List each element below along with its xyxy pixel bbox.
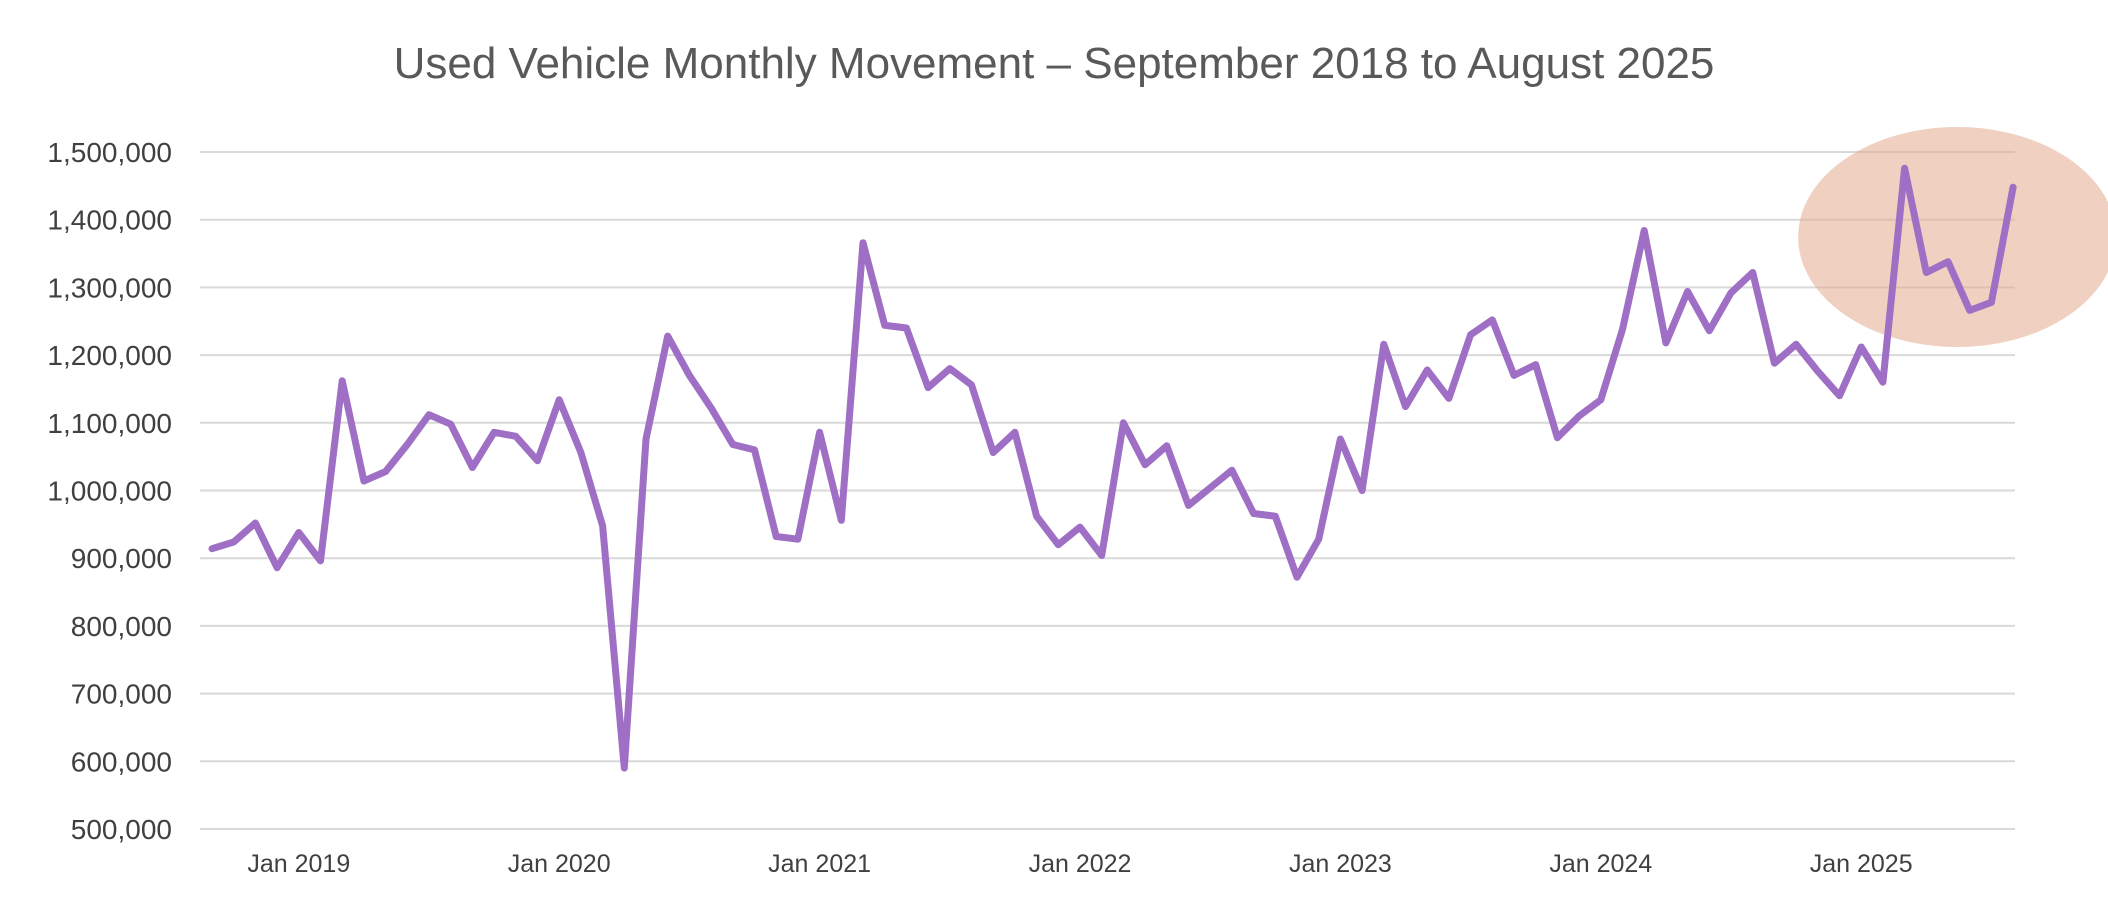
y-tick-label: 600,000 bbox=[71, 746, 172, 777]
chart-title: Used Vehicle Monthly Movement – Septembe… bbox=[394, 39, 1715, 88]
y-tick-label: 1,200,000 bbox=[47, 340, 172, 371]
x-tick-label: Jan 2019 bbox=[247, 850, 350, 878]
series-layer bbox=[208, 164, 2017, 772]
series-line bbox=[208, 164, 2017, 772]
y-tick-label: 800,000 bbox=[71, 611, 172, 642]
y-tick-label: 700,000 bbox=[71, 679, 172, 710]
y-tick-label: 1,000,000 bbox=[47, 476, 172, 507]
y-tick-label: 1,400,000 bbox=[47, 205, 172, 236]
y-tick-label: 900,000 bbox=[71, 543, 172, 574]
x-tick-label: Jan 2022 bbox=[1029, 850, 1132, 878]
gridlines bbox=[200, 151, 2015, 830]
x-tick-label: Jan 2025 bbox=[1810, 850, 1913, 878]
x-tick-label: Jan 2024 bbox=[1549, 850, 1652, 878]
x-tick-label: Jan 2020 bbox=[508, 850, 611, 878]
x-axis: Jan 2019 Jan 2020 Jan 2021 Jan 2022 Jan 2023… bbox=[247, 850, 1912, 878]
x-tick-label: Jan 2021 bbox=[768, 850, 871, 878]
highlight-layer bbox=[1798, 127, 2108, 347]
y-axis: 500,000 600,000 700,000 800,000 900,000 1,000… bbox=[47, 137, 172, 845]
x-tick-label: Jan 2023 bbox=[1289, 850, 1392, 878]
y-tick-label: 1,100,000 bbox=[47, 408, 172, 439]
y-tick-label: 500,000 bbox=[71, 814, 172, 845]
y-tick-label: 1,500,000 bbox=[47, 137, 172, 168]
highlight-ellipse bbox=[1798, 127, 2108, 347]
y-tick-label: 1,300,000 bbox=[47, 272, 172, 303]
